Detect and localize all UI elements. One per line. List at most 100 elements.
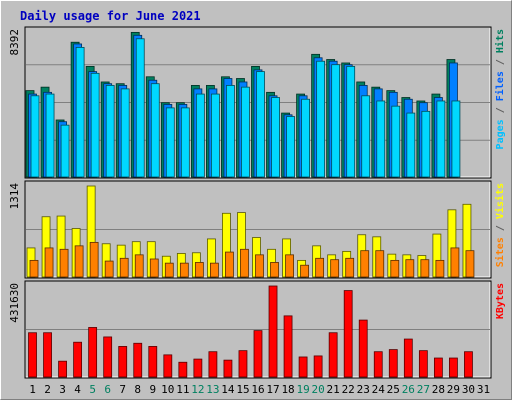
bar-sites-day-3 [59,248,69,278]
x-tick-label-25: 25 [387,383,400,396]
bar-sites-day-16 [255,254,264,278]
bar-sites-day-9 [149,258,159,278]
bar-kbytes-day-26 [403,338,413,378]
legend-text-sites: Sites [494,237,506,267]
x-tick-label-10: 10 [161,383,174,396]
y-max-label: 431630 [8,283,21,323]
bar-pages-day-25 [391,105,401,178]
bar-kbytes-day-6 [103,336,113,378]
bar-sites-day-28 [435,259,445,278]
bar-sites-day-30 [465,250,475,278]
bar-pages-day-21 [331,64,341,178]
bar-kbytes-day-8 [133,342,143,378]
bar-pages-day-11 [180,107,190,178]
x-tick-label-23: 23 [357,383,370,396]
bar-kbytes-day-21 [328,332,338,378]
bar-kbytes-day-12 [193,358,203,378]
bar-pages-day-12 [195,93,205,178]
bar-kbytes-day-2 [43,332,52,378]
right-legend-label: Pages / Files / Hits [494,29,506,149]
bar-kbytes-day-4 [73,341,83,378]
bar-pages-day-1 [30,95,40,178]
x-tick-label-28: 28 [432,383,445,396]
x-tick-label-17: 17 [266,383,279,396]
bar-pages-day-17 [271,97,280,178]
bar-sites-day-17 [270,262,279,278]
bar-sites-day-13 [210,262,219,278]
bar-sites-day-15 [240,248,249,278]
x-tick-label-4: 4 [74,383,81,396]
bar-kbytes-day-19 [298,356,308,378]
legend-text-kbytes: KBytes [495,283,506,319]
bar-kbytes-day-3 [58,360,67,378]
bar-pages-day-27 [421,110,431,178]
right-legend-label: KBytes [495,283,506,319]
bar-sites-day-8 [134,254,144,278]
bar-kbytes-day-7 [118,346,128,378]
x-tick-label-5: 5 [89,383,96,396]
x-tick-label-26: 26 [402,383,415,396]
bar-sites-day-25 [390,259,400,278]
bar-pages-day-20 [316,60,326,178]
bar-pages-day-4 [75,47,85,178]
bar-kbytes-day-1 [28,332,37,378]
bar-pages-day-13 [211,93,220,178]
bar-pages-day-26 [406,112,416,178]
bar-sites-day-7 [119,257,129,278]
bar-kbytes-day-29 [449,357,458,378]
x-tick-label-19: 19 [296,383,309,396]
bar-sites-day-11 [179,262,189,278]
bar-kbytes-day-17 [268,285,278,378]
bar-sites-day-26 [405,259,415,278]
bar-pages-day-19 [301,98,310,178]
legend-text-pages: Pages [495,119,506,149]
bar-pages-day-28 [436,100,446,178]
x-tick-label-22: 22 [342,383,355,396]
bar-kbytes-day-15 [238,350,248,378]
x-tick-label-31: 31 [477,383,490,396]
bar-sites-day-14 [225,251,234,278]
bar-sites-day-1 [29,259,39,278]
bar-sites-day-18 [285,254,294,278]
x-tick-label-20: 20 [312,383,325,396]
bar-kbytes-day-24 [373,351,383,378]
bar-pages-day-22 [346,66,356,178]
legend-text-: / [495,219,506,237]
bar-kbytes-day-25 [388,349,398,378]
bar-pages-day-18 [286,116,295,178]
x-tick-label-21: 21 [327,383,340,396]
bar-sites-day-23 [360,250,370,278]
x-tick-label-24: 24 [372,383,386,396]
bar-sites-day-6 [104,260,114,278]
bar-pages-day-7 [120,88,130,178]
x-tick-label-15: 15 [236,383,249,396]
bar-kbytes-day-11 [178,361,188,378]
x-tick-label-30: 30 [462,383,475,396]
x-tick-label-1: 1 [29,383,36,396]
bar-pages-day-9 [150,83,160,178]
x-tick-label-11: 11 [176,383,189,396]
bar-sites-day-22 [345,257,355,278]
bar-kbytes-day-16 [253,330,263,378]
bar-pages-day-10 [165,107,175,178]
bar-pages-day-14 [226,85,235,178]
bar-kbytes-day-22 [343,290,353,378]
bar-kbytes-day-30 [464,351,473,378]
bar-pages-day-23 [361,95,371,178]
bar-sites-day-20 [315,257,325,278]
x-tick-label-3: 3 [59,383,66,396]
panel-pages-files-hits: 8392 Pages / Files / Hits [8,26,506,179]
bar-sites-day-29 [450,247,460,278]
bar-sites-day-24 [375,250,385,278]
bar-pages-day-6 [105,85,115,178]
bar-kbytes-day-14 [223,359,233,378]
bar-sites-day-2 [44,247,54,278]
bar-kbytes-day-10 [163,354,173,378]
bar-pages-day-16 [256,71,265,178]
bar-pages-day-29 [451,100,461,178]
y-max-label: 8392 [8,29,21,56]
right-legend-label: Sites / Visits [494,183,506,267]
x-tick-label-2: 2 [44,383,51,396]
